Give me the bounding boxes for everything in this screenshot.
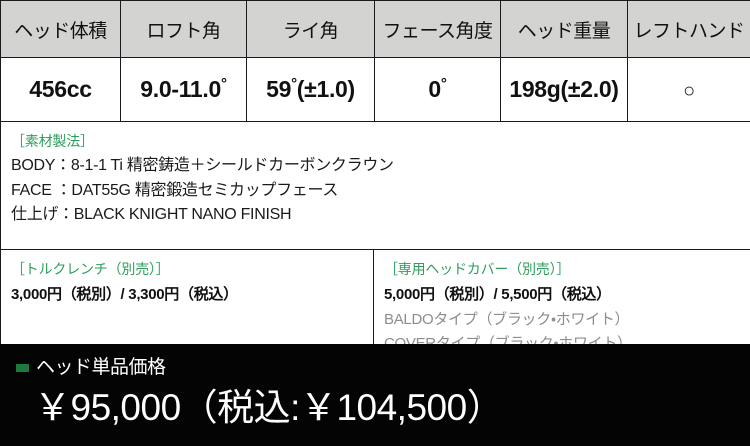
column-header-head-volume: ヘッド体積 [0, 0, 121, 58]
column-header-head-weight: ヘッド重量 [500, 0, 628, 58]
value-lie-angle: 59°(±1.0) [246, 57, 375, 122]
head-cover-variant-baldo: BALDOタイプ（ブラック・ホワイト） [384, 310, 630, 328]
value-lie-angle-number: 59 [266, 76, 292, 102]
price-banner-label: ヘッド単品価格 [36, 357, 166, 378]
value-left-hand: ○ [627, 57, 750, 122]
torque-wrench-title: ［トルクレンチ（別売）］ [11, 261, 170, 277]
head-cover-price: 5,000円（税別）/ 5,500円（税込） [384, 286, 611, 304]
material-block-title: ［素材製法］ [11, 133, 94, 149]
spec-table-value-row: 456cc 9.0-11.0° 59°(±1.0) 0° 198g(±2.0) … [0, 57, 750, 122]
price-banner-amount: ￥95,000（税込:￥104,500） [34, 386, 504, 428]
value-loft-angle-number: 9.0-11.0 [140, 76, 222, 102]
material-line-body: BODY：8-1-1 Ti 精密鋳造＋シールドカーボンクラウン [11, 157, 394, 175]
spec-table-header-row: ヘッド体積 ロフト角 ライ角 フェース角度 ヘッド重量 レフトハンド [0, 0, 750, 58]
value-head-weight: 198g(±2.0) [500, 57, 628, 122]
value-face-angle-number: 0 [428, 76, 441, 102]
column-header-loft-angle: ロフト角 [120, 0, 247, 58]
price-banner-label-row: ヘッド単品価格 [16, 357, 750, 379]
material-line-face: FACE ：DAT55G 精密鍛造セミカップフェース [11, 181, 339, 199]
value-loft-angle-unit: ° [221, 75, 227, 93]
column-header-lie-angle: ライ角 [246, 0, 375, 58]
value-head-volume: 456cc [0, 57, 121, 122]
value-face-angle: 0° [374, 57, 501, 122]
column-header-face-angle: フェース角度 [374, 0, 501, 58]
material-cell: ［素材製法］ BODY：8-1-1 Ti 精密鋳造＋シールドカーボンクラウン F… [0, 122, 750, 250]
column-header-left-hand: レフトハンド [627, 0, 750, 58]
price-banner: ヘッド単品価格 ￥95,000（税込:￥104,500） [0, 344, 750, 446]
spec-table: ヘッド体積 ロフト角 ライ角 フェース角度 ヘッド重量 レフトハンド 456cc… [0, 0, 750, 122]
torque-wrench-price: 3,000円（税別）/ 3,300円（税込） [11, 286, 238, 304]
value-lie-angle-unit: ° [291, 75, 297, 93]
value-loft-angle: 9.0-11.0° [120, 57, 247, 122]
square-bullet-icon [16, 364, 29, 373]
material-section: ［素材製法］ BODY：8-1-1 Ti 精密鋳造＋シールドカーボンクラウン F… [0, 122, 750, 250]
head-cover-title: ［専用ヘッドカバー（別売）］ [384, 261, 571, 277]
value-face-angle-unit: ° [440, 75, 447, 93]
material-line-finish: 仕上げ：BLACK KNIGHT NANO FINISH [11, 205, 292, 223]
value-lie-angle-tolerance: (±1.0) [296, 76, 355, 102]
circle-available-icon: ○ [683, 80, 695, 102]
